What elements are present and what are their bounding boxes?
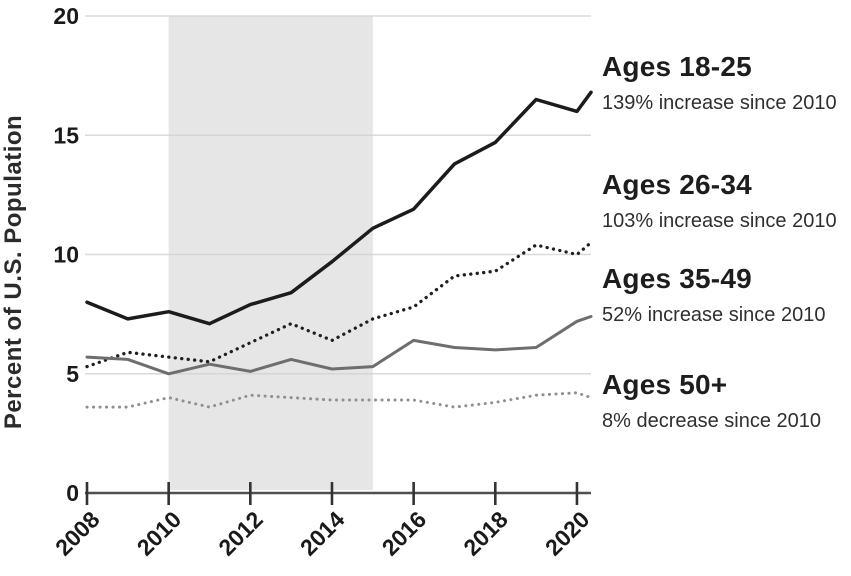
chart-legend: Ages 18-25 139% increase since 2010 Ages… <box>602 0 851 576</box>
legend-subtitle: 139% increase since 2010 <box>602 91 837 114</box>
legend-title: Ages 26-34 <box>602 169 752 200</box>
legend-subtitle: 8% decrease since 2010 <box>602 409 822 432</box>
series-line-ages-50- <box>85 391 593 409</box>
x-tick-label-2008: 2008 <box>50 506 105 561</box>
x-tick-label-2014: 2014 <box>295 506 350 561</box>
y-tick-label-0: 0 <box>66 480 79 506</box>
legend-title: Ages 18-25 <box>602 51 752 82</box>
series-line-ages-18-25 <box>85 90 593 326</box>
series-line-ages-35-49 <box>85 315 593 376</box>
y-tick-label-15: 15 <box>53 122 79 148</box>
legend-item-ages-50-plus: Ages 50+ 8% decrease since 2010 <box>602 369 822 433</box>
x-tick-label-2018: 2018 <box>458 506 513 561</box>
y-tick-label-10: 10 <box>53 242 79 268</box>
legend-title: Ages 35-49 <box>602 263 752 294</box>
y-tick-label-20: 20 <box>53 3 79 29</box>
x-tick-label-2010: 2010 <box>132 506 187 561</box>
legend-item-ages-35-49: Ages 35-49 52% increase since 2010 <box>602 263 826 327</box>
legend-item-ages-18-25: Ages 18-25 139% increase since 2010 <box>602 51 837 115</box>
y-tick-label-5: 5 <box>66 361 79 387</box>
x-tick-label-2020: 2020 <box>540 506 595 561</box>
legend-subtitle: 52% increase since 2010 <box>602 303 826 326</box>
shaded-band-2010-2015 <box>168 16 373 490</box>
legend-subtitle: 103% increase since 2010 <box>602 209 837 232</box>
series-line-ages-26-34 <box>85 240 593 369</box>
y-axis-title: Percent of U.S. Population <box>0 115 27 429</box>
legend-item-ages-26-34: Ages 26-34 103% increase since 2010 <box>602 169 837 233</box>
legend-title: Ages 50+ <box>602 369 728 400</box>
x-tick-label-2016: 2016 <box>377 506 432 561</box>
x-tick-label-2012: 2012 <box>213 506 268 561</box>
